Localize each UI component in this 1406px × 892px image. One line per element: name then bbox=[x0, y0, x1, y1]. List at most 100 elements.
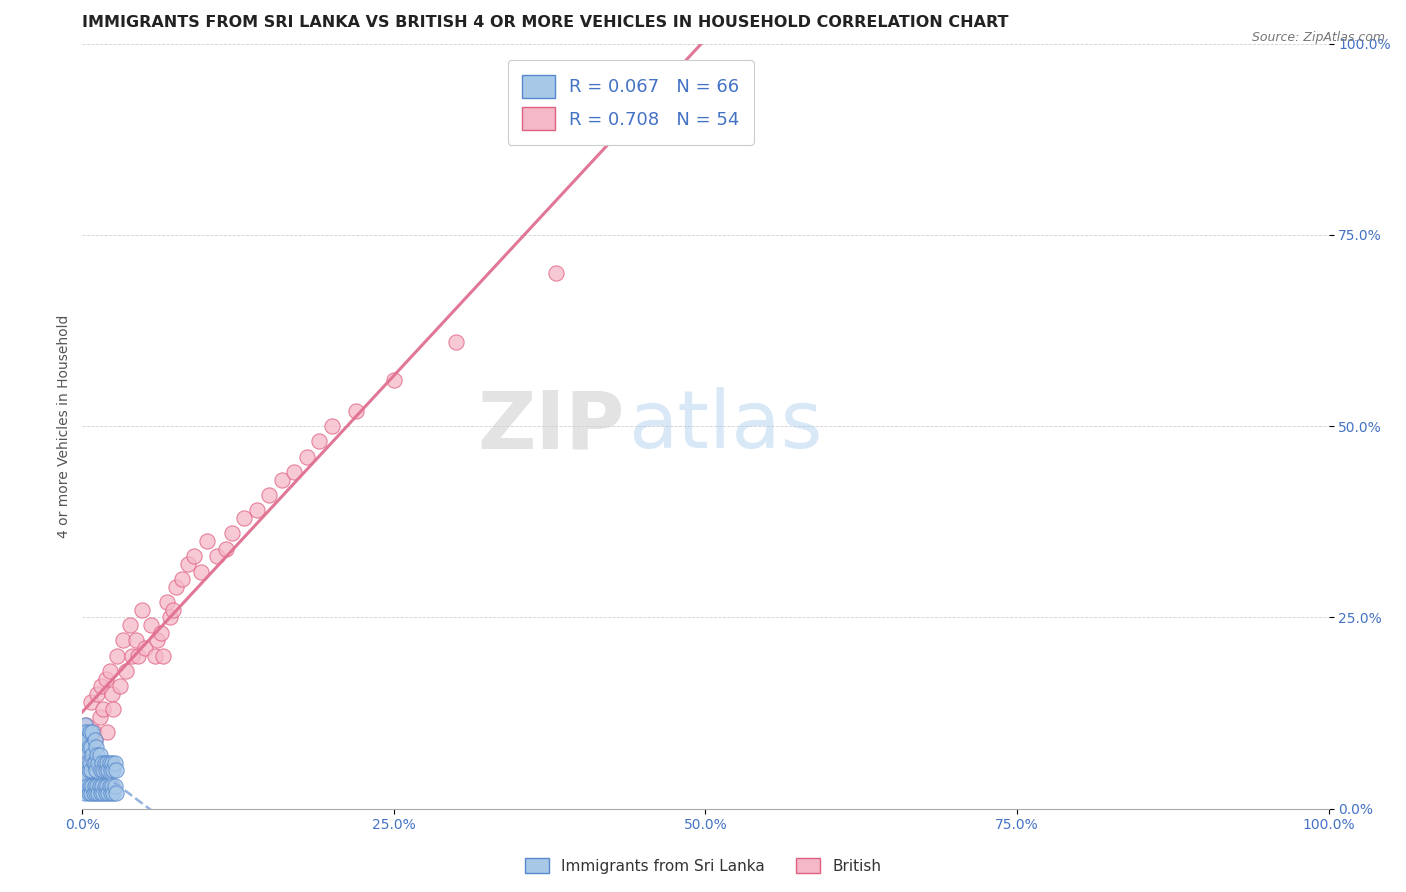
Point bbox=[159, 610, 181, 624]
Point bbox=[76, 756, 98, 770]
Point bbox=[86, 687, 108, 701]
Point bbox=[86, 748, 108, 763]
Text: IMMIGRANTS FROM SRI LANKA VS BRITISH 4 OR MORE VEHICLES IN HOUSEHOLD CORRELATION: IMMIGRANTS FROM SRI LANKA VS BRITISH 4 O… bbox=[83, 15, 1008, 30]
Point bbox=[101, 756, 124, 770]
Point bbox=[103, 786, 125, 800]
Point bbox=[97, 786, 120, 800]
Point bbox=[183, 549, 205, 564]
Point bbox=[82, 779, 104, 793]
Point bbox=[75, 725, 97, 739]
Point bbox=[233, 511, 256, 525]
Point bbox=[72, 756, 94, 770]
Point bbox=[79, 725, 101, 739]
Point bbox=[84, 764, 107, 778]
Point bbox=[76, 732, 98, 747]
Point bbox=[76, 779, 98, 793]
Point bbox=[75, 771, 97, 785]
Point bbox=[96, 756, 118, 770]
Point bbox=[80, 695, 103, 709]
Point bbox=[83, 756, 105, 770]
Point bbox=[77, 740, 100, 755]
Point bbox=[246, 503, 269, 517]
Point bbox=[93, 764, 115, 778]
Point bbox=[190, 565, 212, 579]
Point bbox=[83, 786, 105, 800]
Point bbox=[98, 779, 121, 793]
Point bbox=[79, 756, 101, 770]
Point bbox=[94, 672, 117, 686]
Point bbox=[346, 404, 368, 418]
Point bbox=[295, 450, 318, 464]
Point bbox=[149, 625, 172, 640]
Point bbox=[87, 756, 110, 770]
Text: atlas: atlas bbox=[628, 387, 823, 465]
Point bbox=[321, 419, 343, 434]
Point bbox=[544, 266, 567, 280]
Point bbox=[75, 717, 97, 731]
Point bbox=[94, 786, 117, 800]
Point bbox=[77, 740, 100, 755]
Point bbox=[73, 717, 96, 731]
Point bbox=[91, 779, 114, 793]
Point bbox=[257, 488, 280, 502]
Point bbox=[77, 764, 100, 778]
Point bbox=[170, 572, 193, 586]
Point bbox=[91, 756, 114, 770]
Point bbox=[90, 679, 112, 693]
Point bbox=[139, 618, 162, 632]
Point bbox=[103, 702, 125, 716]
Point bbox=[90, 786, 112, 800]
Point bbox=[221, 526, 243, 541]
Point bbox=[75, 748, 97, 763]
Point bbox=[214, 541, 236, 556]
Point bbox=[105, 648, 128, 663]
Point bbox=[98, 756, 121, 770]
Point bbox=[86, 779, 108, 793]
Point bbox=[103, 764, 125, 778]
Point bbox=[205, 549, 228, 564]
Point bbox=[80, 740, 103, 755]
Point bbox=[73, 786, 96, 800]
Point bbox=[146, 633, 169, 648]
Point bbox=[83, 725, 105, 739]
Point bbox=[156, 595, 179, 609]
Point bbox=[382, 373, 405, 387]
Point bbox=[73, 756, 96, 770]
Point bbox=[152, 648, 174, 663]
Point bbox=[134, 640, 156, 655]
Point bbox=[83, 756, 105, 770]
Point bbox=[270, 473, 292, 487]
Point bbox=[83, 732, 105, 747]
Point bbox=[79, 779, 101, 793]
Point bbox=[104, 756, 127, 770]
Point bbox=[143, 648, 166, 663]
Point bbox=[77, 786, 100, 800]
Point bbox=[121, 648, 143, 663]
Point bbox=[90, 764, 112, 778]
Legend: Immigrants from Sri Lanka, British: Immigrants from Sri Lanka, British bbox=[519, 852, 887, 880]
Point bbox=[444, 334, 467, 349]
Point bbox=[84, 740, 107, 755]
Point bbox=[96, 725, 118, 739]
Legend: R = 0.067   N = 66, R = 0.708   N = 54: R = 0.067 N = 66, R = 0.708 N = 54 bbox=[508, 61, 754, 145]
Point bbox=[127, 648, 149, 663]
Point bbox=[100, 786, 122, 800]
Point bbox=[101, 687, 124, 701]
Point bbox=[82, 725, 104, 739]
Point bbox=[72, 779, 94, 793]
Point bbox=[82, 748, 104, 763]
Point bbox=[84, 786, 107, 800]
Point bbox=[283, 465, 305, 479]
Point bbox=[89, 748, 111, 763]
Point bbox=[162, 603, 184, 617]
Point bbox=[100, 764, 122, 778]
Point bbox=[93, 756, 115, 770]
Point bbox=[125, 633, 148, 648]
Point bbox=[72, 764, 94, 778]
Point bbox=[165, 580, 187, 594]
Point bbox=[177, 557, 200, 571]
Point bbox=[101, 779, 124, 793]
Point bbox=[96, 779, 118, 793]
Point bbox=[80, 764, 103, 778]
Point bbox=[89, 779, 111, 793]
